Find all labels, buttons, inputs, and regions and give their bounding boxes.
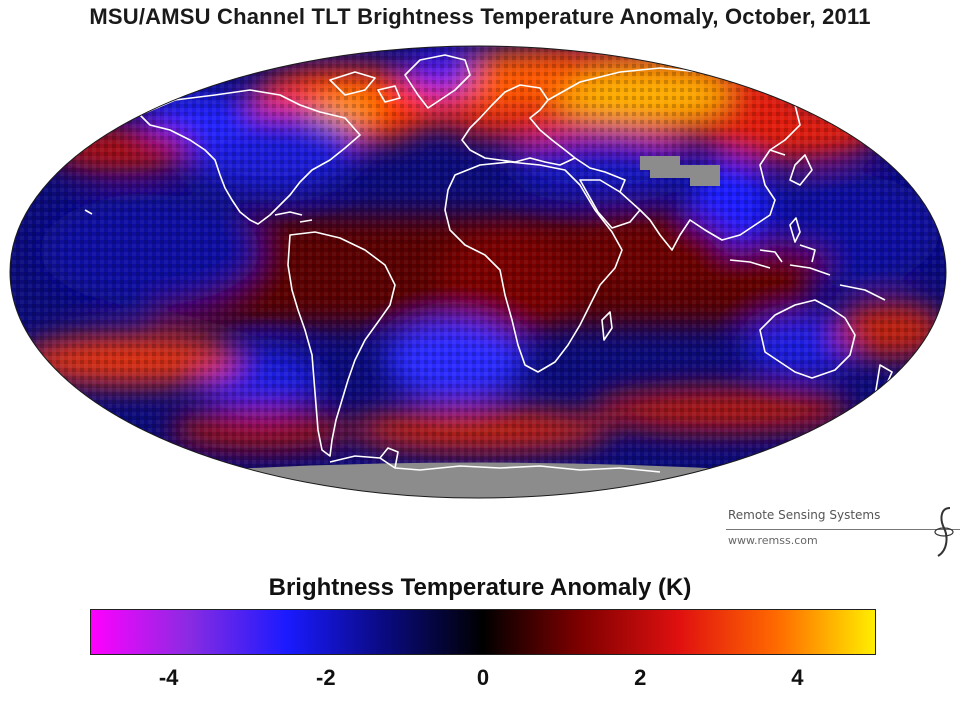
- coastlines: [84, 54, 893, 473]
- japan-coastline: [769, 149, 813, 186]
- credit-block: Remote Sensing Systems www.remss.com: [726, 507, 960, 558]
- colorbar-tick-label: 0: [476, 665, 490, 690]
- australia-coastline: [759, 299, 856, 379]
- antarctica-coastline: [329, 455, 661, 473]
- asia-coastline: [547, 67, 801, 251]
- philippines-coastline: [789, 217, 801, 243]
- map-outline: [9, 45, 947, 499]
- colorbar-title: Brightness Temperature Anomaly (K): [268, 574, 692, 601]
- madagascar-coastline: [601, 311, 613, 341]
- rss-logo-icon: [934, 507, 954, 557]
- greenland-coastline: [404, 54, 471, 109]
- colorbar-tick-label: -2: [316, 665, 336, 690]
- antarctica-missing-data: [200, 462, 760, 498]
- arctic-islands-coastline: [329, 71, 401, 103]
- europe-coastline: [461, 84, 576, 166]
- credit-url: www.remss.com: [728, 534, 818, 547]
- colorbar-tick-label: 2: [634, 665, 647, 690]
- indonesia-coastline: [729, 244, 886, 301]
- north-america-coastline: [139, 89, 361, 225]
- africa-coastline: [444, 161, 623, 373]
- colorbar-tick-label: 4: [791, 665, 804, 690]
- credit-divider: [726, 529, 960, 530]
- map-title: MSU/AMSU Channel TLT Brightness Temperat…: [89, 4, 871, 29]
- south-america-coastline: [287, 231, 396, 457]
- antarctic-peninsula-coastline: [379, 447, 399, 469]
- tibet-missing-data: [640, 156, 720, 186]
- colorbar: [90, 609, 876, 655]
- aleutian-coastline: [84, 109, 141, 215]
- new-zealand-coastline: [874, 364, 893, 397]
- pixel-noise: [10, 46, 946, 498]
- arabia-coastline: [579, 179, 641, 229]
- anomaly-field: [10, 46, 946, 498]
- colorbar-tick-label: -4: [158, 665, 179, 690]
- caribbean-coastline: [274, 211, 313, 223]
- credit-organization: Remote Sensing Systems: [728, 508, 881, 522]
